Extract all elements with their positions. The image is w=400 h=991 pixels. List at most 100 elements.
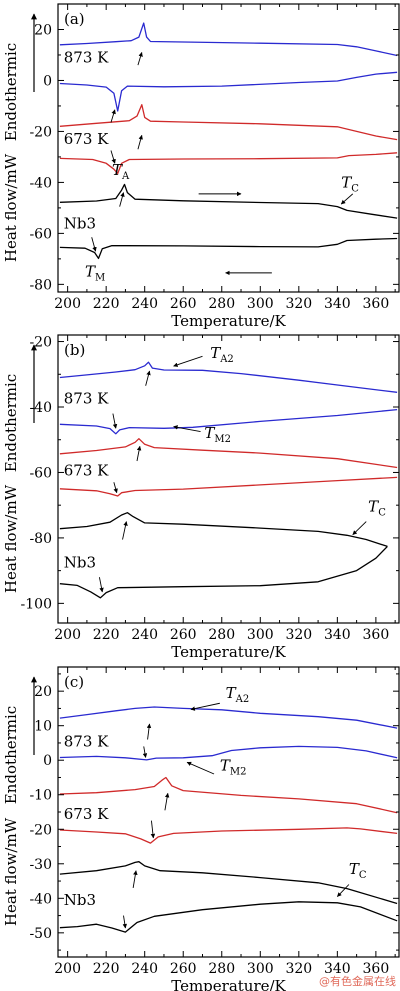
temperature-label: TA: [112, 161, 130, 182]
x-tick-label: 360: [363, 296, 390, 312]
x-tick-label: 200: [54, 961, 81, 977]
x-tick-label: 280: [208, 296, 235, 312]
series-line: [59, 861, 398, 905]
series-line: [59, 745, 398, 761]
y-tick-label: -20: [29, 124, 52, 140]
annotation-arrow: [119, 192, 125, 207]
temperature-label: TM2: [204, 424, 231, 445]
x-tick-label: 240: [131, 961, 158, 977]
y-tick-label: -20: [29, 335, 52, 351]
temperature-label: TC: [368, 498, 386, 519]
series-line: [59, 408, 398, 435]
x-tick-label: 240: [131, 296, 158, 312]
annotation-arrow: [146, 723, 152, 740]
plot-frame: [57, 334, 400, 624]
annotation-arrow: [137, 134, 143, 150]
annotation-arrow: [137, 51, 143, 66]
series-line: [59, 361, 398, 393]
curve-label: 673 K: [64, 130, 109, 148]
x-axis-label: Temperature/K: [171, 312, 286, 330]
x-tick-label: 340: [324, 296, 351, 312]
annotation-arrow: [173, 355, 203, 367]
annotation-arrow: [173, 425, 201, 432]
y-tick-label: -10: [29, 788, 52, 804]
y-tick-label: 20: [34, 684, 52, 700]
annotation-arrow: [112, 413, 118, 429]
y-tick-label: 0: [43, 753, 52, 769]
x-tick-label: 360: [363, 961, 390, 977]
series-line: [59, 22, 398, 57]
curve-label: 673 K: [64, 462, 109, 480]
x-tick-label: 260: [170, 961, 197, 977]
temperature-label: TA2: [226, 684, 250, 705]
curve-label: Nb3: [64, 214, 96, 232]
x-tick-label: 340: [324, 961, 351, 977]
y-tick-label: -60: [29, 226, 52, 242]
annotation-arrow: [150, 820, 156, 839]
annotation-arrow: [132, 870, 138, 889]
series-line: [59, 438, 398, 469]
x-tick-label: 300: [247, 296, 274, 312]
annotation-arrow: [190, 702, 220, 711]
x-tick-label: 360: [363, 627, 390, 643]
y-tick-label: -80: [29, 277, 52, 293]
x-tick-label: 320: [285, 296, 312, 312]
annotation-arrow: [122, 521, 128, 540]
y-tick-label: -40: [29, 891, 52, 907]
temperature-label: TA2: [210, 344, 234, 365]
temperature-label: TC: [341, 174, 359, 195]
y-tick-label: 20: [34, 22, 52, 38]
annotation-arrow: [164, 792, 170, 811]
curve-label: 873 K: [64, 49, 109, 67]
curve-label: 673 K: [64, 805, 109, 823]
x-axis-label: Temperature/K: [171, 643, 286, 661]
watermark: @有色金属在线: [319, 975, 396, 988]
annotation-arrow: [142, 746, 148, 758]
endothermic-label: Endothermic: [2, 374, 20, 472]
x-tick-label: 260: [170, 627, 197, 643]
panel-label: (a): [64, 10, 85, 28]
annotation-arrow: [340, 193, 354, 205]
annotation-arrow: [122, 915, 128, 929]
chart-panel-3: 200 220 240 260 280 300 320 340 360-50-40-30-20-…: [2, 666, 400, 991]
series-line: [59, 512, 388, 548]
x-tick-label: 280: [208, 627, 235, 643]
y-tick-label: -60: [29, 465, 52, 481]
chart-panel-2: 200 220 240 260 280 300 320 340 360 -100 -80 -60 -40…: [2, 334, 400, 661]
annotation-arrow: [110, 150, 116, 164]
temperature-label: TM2: [220, 757, 247, 778]
chart-panel-1: 200 220 240 260 280 300 320 340 360 -80 -60 -40 -20 0…: [2, 3, 400, 330]
series-line: [59, 237, 398, 260]
y-tick-label: 10: [34, 719, 52, 735]
series-line: [59, 545, 388, 599]
y-tick-label: -50: [29, 926, 52, 942]
y-tick-label: -100: [21, 596, 52, 612]
series-line: [59, 706, 398, 729]
annotation-arrow: [98, 577, 104, 593]
x-tick-label: 280: [208, 961, 235, 977]
curve-label: 873 K: [64, 390, 109, 408]
series-line: [59, 476, 398, 497]
series-line: [59, 71, 398, 112]
annotation-arrow: [113, 482, 118, 494]
y-axis-label: Heat flow/mW: [2, 484, 20, 593]
x-tick-label: 300: [247, 961, 274, 977]
series-line: [59, 827, 398, 844]
series-line: [59, 183, 398, 219]
y-tick-label: -40: [29, 175, 52, 191]
series-line: [59, 104, 398, 141]
y-tick-label: -40: [29, 400, 52, 416]
series-line: [59, 776, 398, 814]
x-tick-label: 320: [285, 961, 312, 977]
series-line: [59, 901, 398, 933]
annotation-arrow: [110, 109, 116, 123]
plot-frame: [57, 3, 400, 293]
annotation-arrow: [337, 884, 350, 897]
panel-label: (b): [64, 341, 85, 359]
x-tick-label: 300: [247, 627, 274, 643]
y-tick-label: -20: [29, 822, 52, 838]
panel-label: (c): [64, 673, 84, 691]
y-tick-label: -80: [29, 531, 52, 547]
x-tick-label: 260: [170, 296, 197, 312]
